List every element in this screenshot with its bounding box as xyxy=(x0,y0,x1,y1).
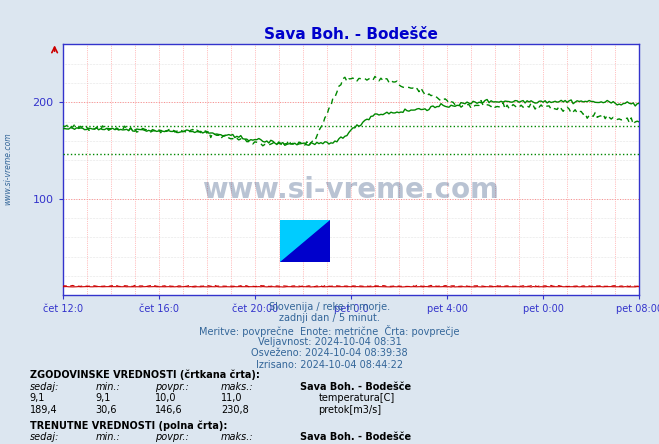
Text: 11,0: 11,0 xyxy=(221,393,243,404)
Text: sedaj:: sedaj: xyxy=(30,382,59,392)
Text: TRENUTNE VREDNOSTI (polna črta):: TRENUTNE VREDNOSTI (polna črta): xyxy=(30,420,227,431)
Text: temperatura[C]: temperatura[C] xyxy=(318,393,395,404)
Text: 9,1: 9,1 xyxy=(96,393,111,404)
Text: www.si-vreme.com: www.si-vreme.com xyxy=(202,176,500,204)
Polygon shape xyxy=(280,220,330,262)
Text: min.:: min.: xyxy=(96,432,121,443)
Text: 146,6: 146,6 xyxy=(155,405,183,415)
Text: 230,8: 230,8 xyxy=(221,405,248,415)
Text: www.si-vreme.com: www.si-vreme.com xyxy=(3,132,13,205)
Text: povpr.:: povpr.: xyxy=(155,432,188,443)
Text: min.:: min.: xyxy=(96,382,121,392)
Text: zadnji dan / 5 minut.: zadnji dan / 5 minut. xyxy=(279,313,380,324)
Text: 9,1: 9,1 xyxy=(30,393,45,404)
Text: 10,0: 10,0 xyxy=(155,393,177,404)
Title: Sava Boh. - Bodešče: Sava Boh. - Bodešče xyxy=(264,27,438,42)
Text: povpr.:: povpr.: xyxy=(155,382,188,392)
Text: Sava Boh. - Bodešče: Sava Boh. - Bodešče xyxy=(300,382,411,392)
Text: maks.:: maks.: xyxy=(221,382,254,392)
Text: Slovenija / reke in morje.: Slovenija / reke in morje. xyxy=(269,302,390,312)
Text: pretok[m3/s]: pretok[m3/s] xyxy=(318,405,382,415)
Text: Izrisano: 2024-10-04 08:44:22: Izrisano: 2024-10-04 08:44:22 xyxy=(256,360,403,370)
Text: Meritve: povprečne  Enote: metrične  Črta: povprečje: Meritve: povprečne Enote: metrične Črta:… xyxy=(199,325,460,337)
Text: maks.:: maks.: xyxy=(221,432,254,443)
Text: 189,4: 189,4 xyxy=(30,405,57,415)
Text: 30,6: 30,6 xyxy=(96,405,117,415)
Text: Sava Boh. - Bodešče: Sava Boh. - Bodešče xyxy=(300,432,411,443)
Text: Osveženo: 2024-10-04 08:39:38: Osveženo: 2024-10-04 08:39:38 xyxy=(251,348,408,358)
Text: ZGODOVINSKE VREDNOSTI (črtkana črta):: ZGODOVINSKE VREDNOSTI (črtkana črta): xyxy=(30,369,260,380)
Polygon shape xyxy=(280,220,330,262)
Text: Veljavnost: 2024-10-04 08:31: Veljavnost: 2024-10-04 08:31 xyxy=(258,337,401,347)
Text: sedaj:: sedaj: xyxy=(30,432,59,443)
